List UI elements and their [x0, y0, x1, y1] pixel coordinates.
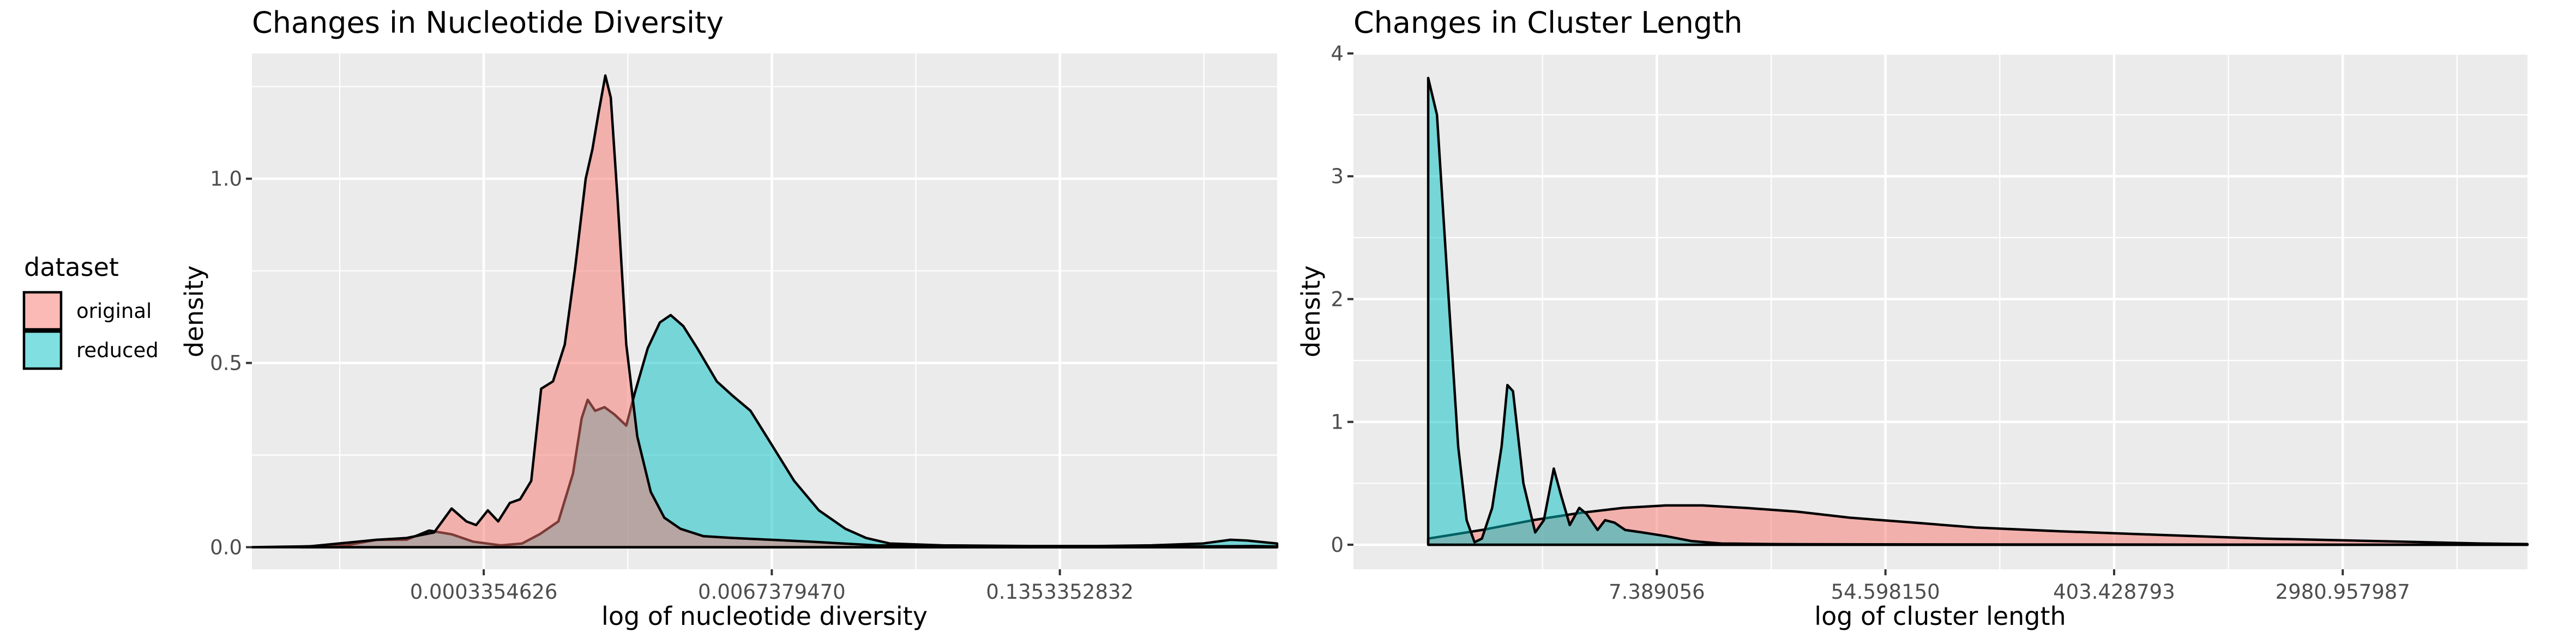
cluster-length-chart: Changes in Cluster Length 7.389056 54.598… — [1296, 5, 2529, 631]
axes: 0.0003354626 0.0067379470 0.1353352832 0.0 0… — [210, 167, 1134, 604]
x-axis-title: log of nucleotide diversity — [601, 601, 928, 631]
y-tick-label: 1 — [1331, 411, 1344, 434]
x-tick-label: 403.428793 — [2053, 580, 2175, 604]
chart-title: Changes in Nucleotide Diversity — [252, 5, 724, 40]
legend-label-original: original — [76, 299, 152, 323]
chart-title: Changes in Cluster Length — [1353, 5, 1743, 40]
legend-label-reduced: reduced — [76, 339, 159, 362]
x-tick-label: 7.389056 — [1609, 580, 1705, 604]
nucleotide-diversity-chart: Changes in Nucleotide Diversity 0.000335… — [179, 5, 1279, 631]
legend-key-original — [22, 291, 63, 331]
x-tick-label: 0.1353352832 — [986, 580, 1134, 604]
y-tick-label: 0.5 — [210, 352, 242, 375]
legend: dataset original reduced — [22, 252, 159, 370]
plot-panel — [1353, 53, 2527, 569]
density-series — [1427, 76, 2529, 546]
y-tick-label: 3 — [1331, 165, 1344, 188]
density-series — [250, 74, 1279, 549]
y-axis-title: density — [1296, 266, 1326, 358]
y-tick-label: 4 — [1331, 42, 1344, 65]
y-axis-title: density — [179, 266, 209, 358]
legend-key-reduced — [22, 330, 63, 370]
y-tick-label: 1.0 — [210, 167, 242, 191]
x-tick-label: 0.0003354626 — [410, 580, 558, 604]
x-axis-title: log of cluster length — [1814, 601, 2066, 631]
y-tick-label: 0.0 — [210, 535, 242, 559]
legend-title: dataset — [24, 252, 119, 282]
density-area-original — [299, 74, 1279, 549]
x-tick-label: 2980.957987 — [2276, 580, 2410, 604]
x-tick-label: 54.598150 — [1831, 580, 1940, 604]
y-tick-label: 2 — [1331, 287, 1344, 311]
y-tick-label: 0 — [1331, 533, 1344, 557]
density-area-reduced — [1427, 76, 2529, 546]
axes: 7.389056 54.598150 403.428793 2980.957987 0 1… — [1331, 42, 2410, 604]
x-tick-label: 0.0067379470 — [698, 580, 846, 604]
